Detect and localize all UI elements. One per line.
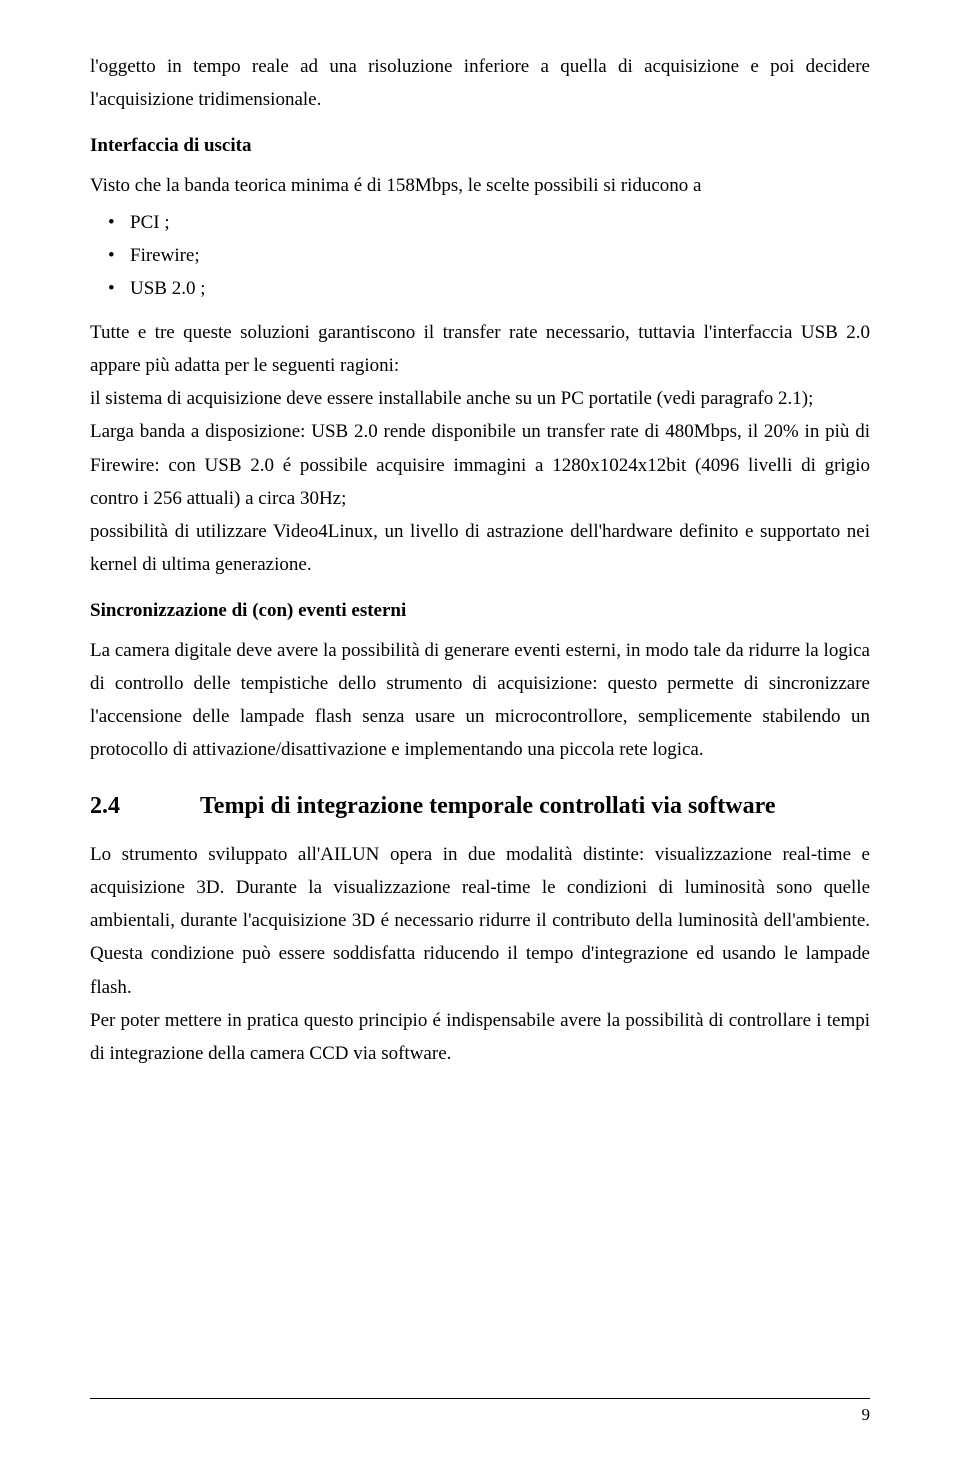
heading-number: 2.4 bbox=[90, 793, 200, 820]
list-item: Firewire; bbox=[130, 239, 870, 272]
sec1-para3: il sistema di acquisizione deve essere i… bbox=[90, 382, 870, 415]
list-item: PCI ; bbox=[130, 206, 870, 239]
sec3-para2: Per poter mettere in pratica questo prin… bbox=[90, 1004, 870, 1071]
sec1-para4: Larga banda a disposizione: USB 2.0 rend… bbox=[90, 415, 870, 515]
heading-2-4: 2.4 Tempi di integrazione temporale cont… bbox=[90, 793, 870, 820]
section-title-interfaccia: Interfaccia di uscita bbox=[90, 135, 870, 157]
sec1-lead: Visto che la banda teorica minima é di 1… bbox=[90, 169, 870, 202]
intro-paragraph: l'oggetto in tempo reale ad una risoluzi… bbox=[90, 50, 870, 117]
footer-rule bbox=[90, 1398, 870, 1399]
sec1-para5: possibilità di utilizzare Video4Linux, u… bbox=[90, 515, 870, 582]
sec2-para: La camera digitale deve avere la possibi… bbox=[90, 634, 870, 767]
section-title-sincronizzazione: Sincronizzazione di (con) eventi esterni bbox=[90, 600, 870, 622]
page-number: 9 bbox=[862, 1405, 871, 1425]
bullet-list: PCI ; Firewire; USB 2.0 ; bbox=[90, 206, 870, 306]
sec1-para2: Tutte e tre queste soluzioni garantiscon… bbox=[90, 316, 870, 383]
list-item: USB 2.0 ; bbox=[130, 272, 870, 305]
sec3-para1: Lo strumento sviluppato all'AILUN opera … bbox=[90, 838, 870, 1004]
heading-text: Tempi di integrazione temporale controll… bbox=[200, 793, 775, 820]
